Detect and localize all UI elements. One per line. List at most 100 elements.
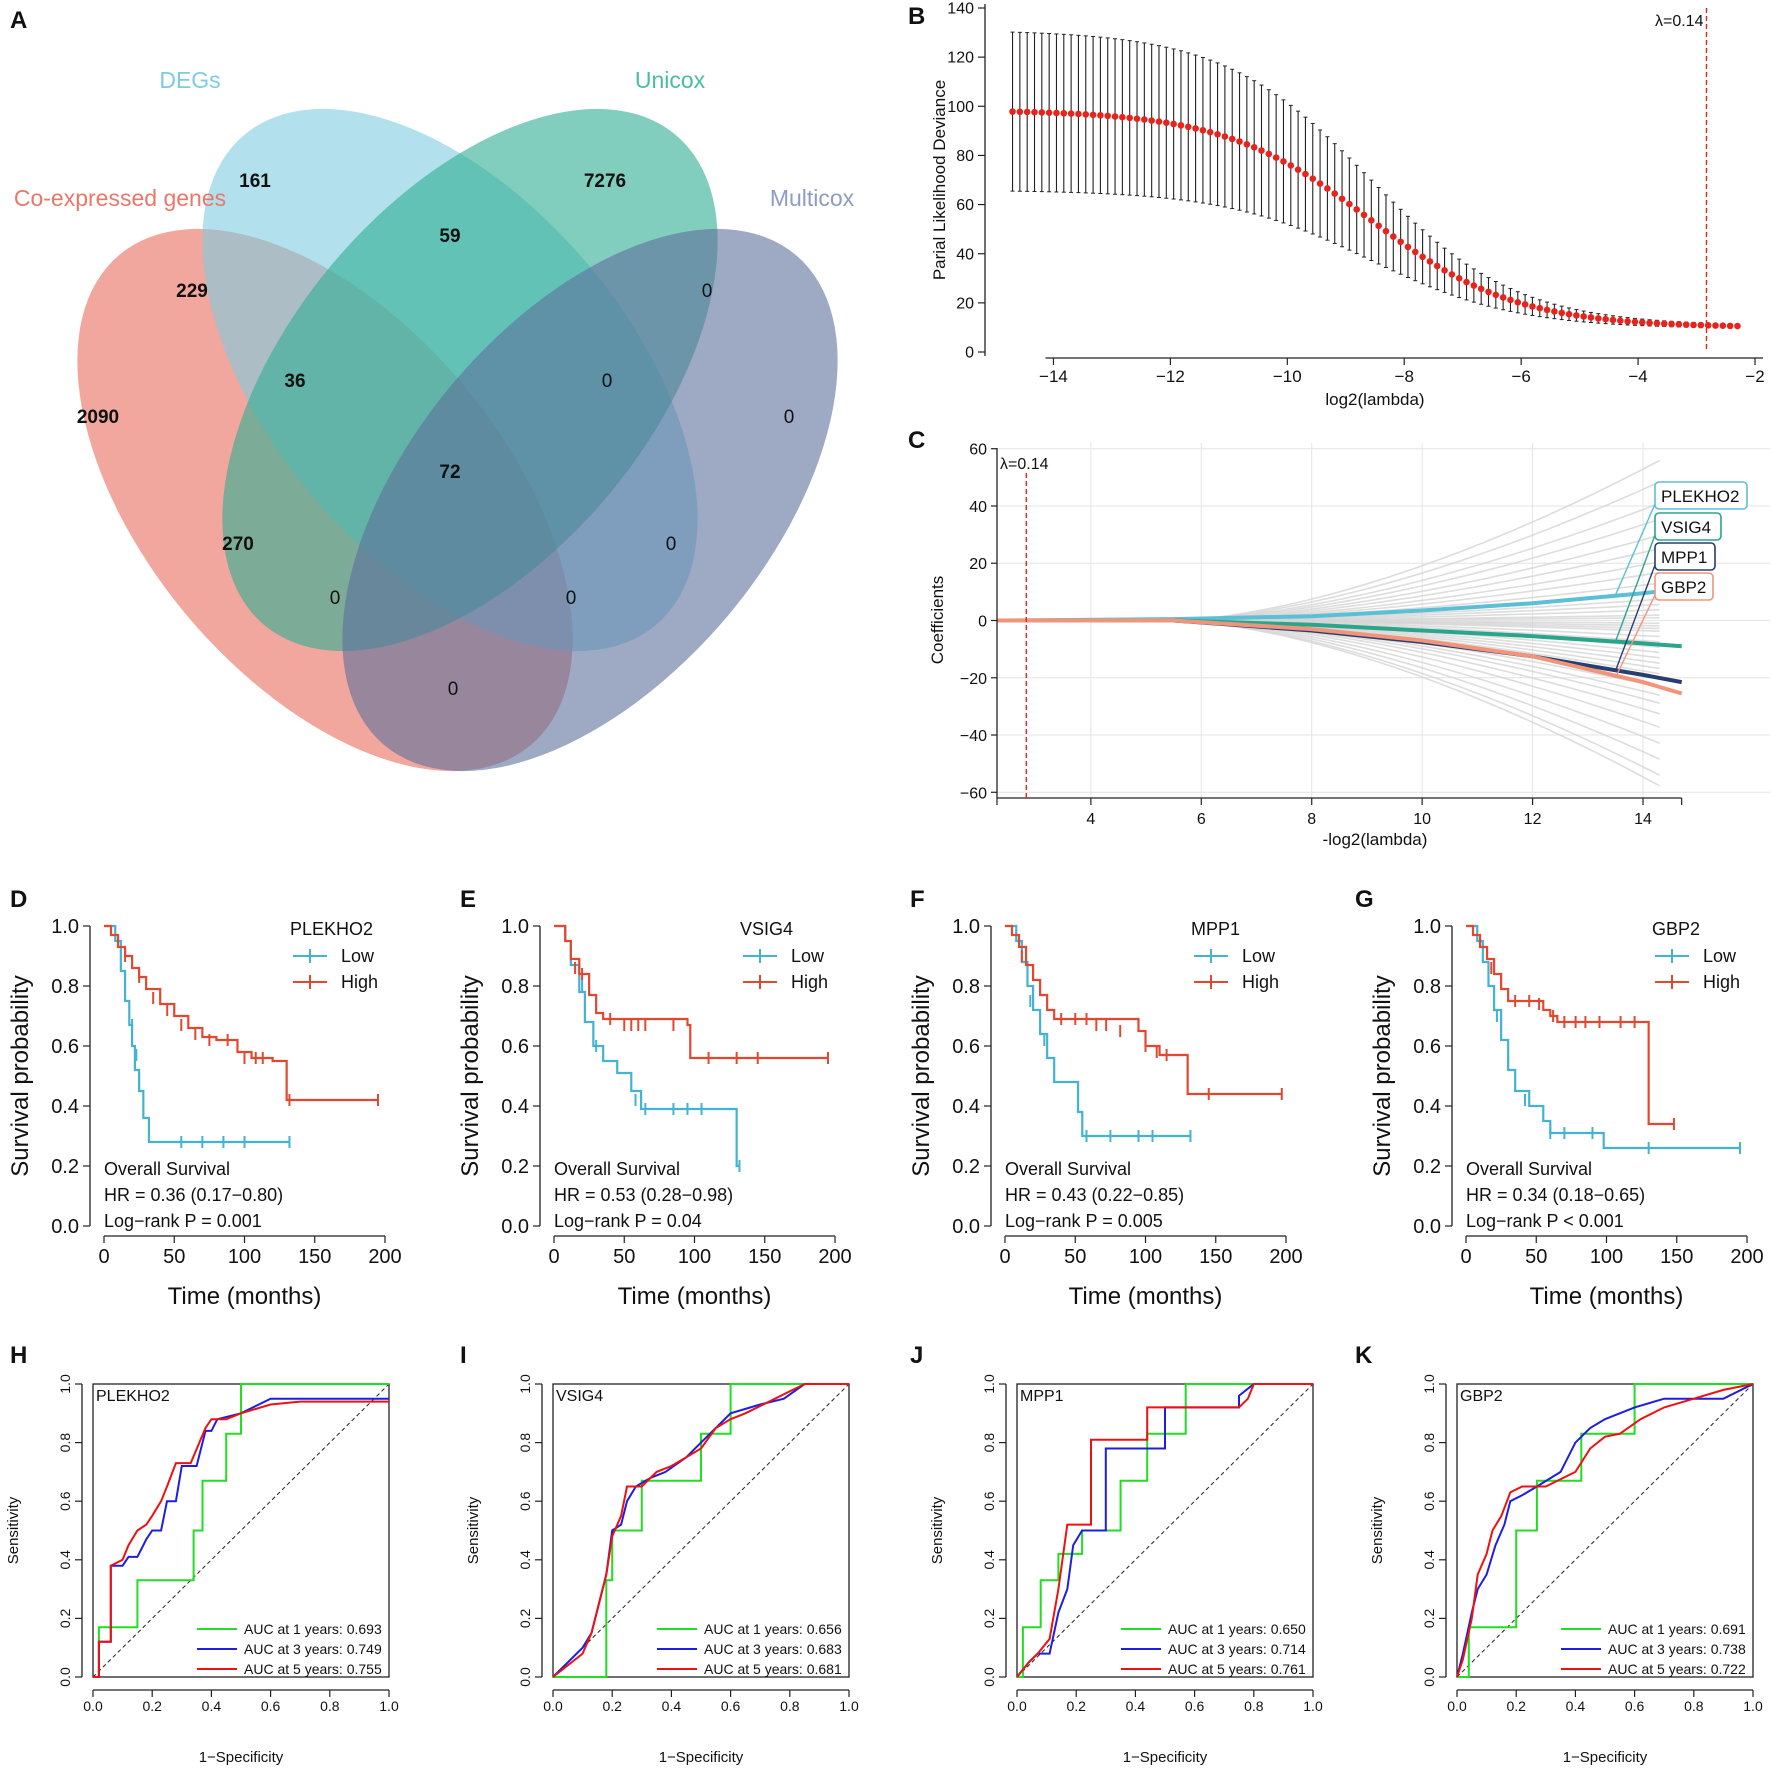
deviance-point (1419, 253, 1426, 261)
chart-d-survival: 0 50 100 150 200 0.0 0.2 0.4 0.6 0.8 1.0 Time (mont… (7, 916, 402, 1310)
survival-stat-text: Overall Survival (1005, 1159, 1131, 1179)
plot-frame (1016, 1383, 1314, 1678)
x-tick-label: 50 (1525, 1246, 1547, 1268)
x-tick-label: −2 (1745, 367, 1764, 386)
x-tick-label: 0.2 (142, 1698, 162, 1714)
y-tick-label: 1.0 (57, 1374, 73, 1394)
y-axis-label: Sensitivity (465, 1496, 482, 1564)
deviance-point (1243, 141, 1251, 148)
roc-legend-label: AUC at 3 years: 0.714 (1168, 1641, 1306, 1657)
deviance-point (1360, 211, 1368, 219)
survival-stat-text: Log−rank P < 0.001 (1466, 1211, 1624, 1231)
roc-curve-5-years (93, 1400, 389, 1678)
y-tick-label: 0.6 (952, 1036, 980, 1058)
y-tick-label: 0.2 (981, 1608, 997, 1628)
x-tick-label: 0 (1460, 1246, 1471, 1268)
survival-stat-text: Log−rank P = 0.04 (554, 1211, 702, 1231)
y-tick-label: 0.4 (51, 1096, 79, 1118)
y-axis-label: Survival probability (1369, 975, 1396, 1176)
y-axis-label: Coefficients (928, 576, 947, 665)
gene-leader-line (1614, 503, 1656, 596)
y-axis-label: Sensitivity (5, 1496, 22, 1564)
deviance-point (1214, 130, 1221, 138)
y-tick-label: 0.4 (57, 1550, 73, 1570)
deviance-point (1053, 109, 1060, 117)
x-tick-label: 0.0 (543, 1698, 563, 1714)
deviance-point (1624, 317, 1631, 325)
deviance-point (1316, 180, 1324, 187)
x-tick-label: 150 (298, 1246, 331, 1268)
roc-gene-label: GBP2 (1460, 1388, 1503, 1405)
deviance-point (1272, 154, 1280, 161)
venn-count-degs-unicox: 59 (439, 226, 460, 247)
x-tick-label: 50 (1064, 1246, 1086, 1268)
deviance-point (1111, 113, 1119, 120)
x-tick-label: 0.6 (721, 1698, 741, 1714)
deviance-point (1433, 262, 1441, 270)
y-tick-label: 0.0 (517, 1667, 533, 1687)
y-tick-label: 0.4 (501, 1096, 529, 1118)
y-tick-label: 1.0 (51, 916, 79, 938)
y-tick-label: 0.8 (517, 1433, 533, 1453)
y-tick-label: 0.0 (51, 1216, 79, 1238)
plot-frame (1456, 1383, 1754, 1678)
deviance-point (1199, 126, 1207, 134)
gene-label-box (1654, 542, 1716, 571)
deviance-point (1177, 122, 1185, 129)
chart-f-survival: 0 50 100 150 200 0.0 0.2 0.4 0.6 0.8 1.0 Time (mont… (908, 916, 1303, 1310)
x-tick-label: 200 (368, 1246, 401, 1268)
panel-letter-h: H (10, 1342, 27, 1369)
venn-count-coexp-unicox-multicox: 0 (330, 588, 341, 609)
deviance-point (1302, 170, 1309, 178)
legend-label-high: High (1242, 972, 1279, 992)
y-tick-label: 1.0 (501, 916, 529, 938)
roc-legend-label: AUC at 5 years: 0.722 (1608, 1661, 1746, 1677)
x-tick-label: 200 (818, 1246, 851, 1268)
roc-legend-label: AUC at 3 years: 0.738 (1608, 1641, 1746, 1657)
deviance-point (1009, 108, 1016, 115)
deviance-point (1265, 150, 1273, 158)
x-tick-label: 0.0 (1007, 1698, 1027, 1714)
x-tick-label: 100 (228, 1246, 261, 1268)
deviance-point (1587, 314, 1595, 321)
x-tick-label: 100 (1590, 1246, 1623, 1268)
deviance-point (1155, 118, 1163, 125)
deviance-point (1097, 112, 1104, 119)
y-tick-label: 1.0 (517, 1374, 533, 1394)
panel-letter-g: G (1355, 886, 1374, 913)
deviance-point (1653, 319, 1661, 327)
deviance-point (1558, 309, 1566, 317)
x-tick-label: 0.8 (1244, 1698, 1264, 1714)
x-tick-label: 0 (548, 1246, 559, 1268)
y-axis-label: Sensitivity (1369, 1496, 1386, 1564)
panel-letter-j: J (910, 1342, 923, 1369)
venn-label-multicox: Multicox (770, 185, 855, 211)
venn-diagram: DEGs Unicox Co-expressed genes Multicox … (14, 67, 855, 772)
deviance-point (1712, 322, 1719, 329)
y-tick-label: 0.0 (952, 1216, 980, 1238)
deviance-point (1206, 128, 1214, 136)
x-tick-label: 0.8 (320, 1698, 340, 1714)
venn-count-coexp-degs: 229 (176, 281, 208, 302)
y-tick-label: 0.0 (501, 1216, 529, 1238)
deviance-point (1675, 321, 1683, 328)
y-tick-label: 0 (978, 614, 987, 631)
x-tick-label: 0.6 (261, 1698, 281, 1714)
roc-curve-1-year (553, 1383, 849, 1678)
x-tick-label: 0.8 (1684, 1698, 1704, 1714)
chart-k-roc: 0.0 0.2 0.4 0.6 0.8 1.0 0.0 0.2 0.4 0.6 0.8 1.0 1−Sp… (1369, 1374, 1763, 1766)
deviance-point (1602, 315, 1609, 323)
chart-i-roc: 0.0 0.2 0.4 0.6 0.8 1.0 0.0 0.2 0.4 0.6 0.8 1.0 1−Sp… (465, 1374, 859, 1766)
y-tick-label: 0.6 (1421, 1491, 1437, 1511)
y-axis-label: Survival probability (7, 975, 34, 1176)
chart-g-survival: 0 50 100 150 200 0.0 0.2 0.4 0.6 0.8 1.0 Time (mont… (1369, 916, 1764, 1310)
y-axis-label: Survival probability (908, 975, 935, 1176)
x-tick-label: 100 (678, 1246, 711, 1268)
venn-count-coexp-unicox: 270 (222, 534, 254, 555)
roc-gene-label: PLEKHO2 (96, 1388, 170, 1405)
deviance-point (1375, 222, 1382, 230)
deviance-point (1089, 111, 1097, 119)
chart-b-deviance: −14 −12 −10 −8 −6 −4 −2 0 20 40 60 80 100 120 140 log2(… (930, 1, 1765, 409)
y-tick-label: 0.0 (1421, 1667, 1437, 1687)
deviance-point (1734, 322, 1741, 330)
